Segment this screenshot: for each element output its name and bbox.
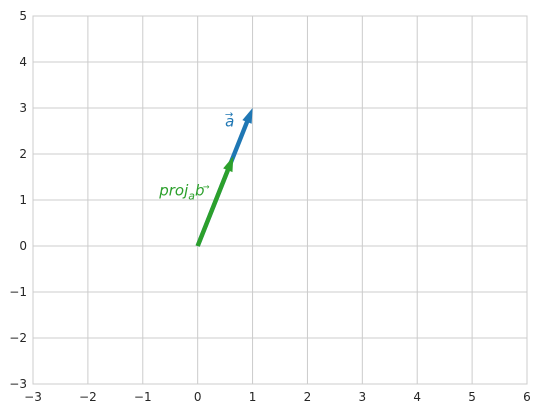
plot-frame [32,15,528,385]
projection-label: projab [158,181,204,202]
y-tick-label: 2 [19,147,27,161]
y-tick-label: −2 [9,331,27,345]
y-tick-label: 5 [19,9,27,23]
vector-a-label: a [225,112,234,130]
x-axis-ticks: −3 −2 −1 0 1 2 3 4 5 6 [24,390,531,404]
vectors [195,108,253,247]
x-tick-label: 1 [249,390,257,404]
vector-arrow-accent: → [225,109,233,120]
y-tick-label: −3 [9,377,27,391]
projection-arrow-accent: → [203,182,210,191]
grid [32,15,528,385]
x-tick-label: −3 [24,390,42,404]
x-tick-label: −2 [79,390,97,404]
x-tick-label: 6 [523,390,531,404]
y-tick-label: 4 [19,55,27,69]
x-tick-label: 0 [194,390,202,404]
vector-labels: a→projab→ [158,109,234,202]
y-tick-label: 1 [19,193,27,207]
x-tick-label: 5 [468,390,476,404]
x-tick-label: 3 [359,390,367,404]
y-axis-ticks: −3 −2 −1 0 1 2 3 4 5 [9,9,27,391]
y-tick-label: 3 [19,101,27,115]
projection-arrow [195,156,234,247]
y-tick-label: 0 [19,239,27,253]
y-tick-label: −1 [9,285,27,299]
x-tick-label: 2 [304,390,312,404]
x-tick-label: 4 [413,390,421,404]
x-tick-label: −1 [134,390,152,404]
